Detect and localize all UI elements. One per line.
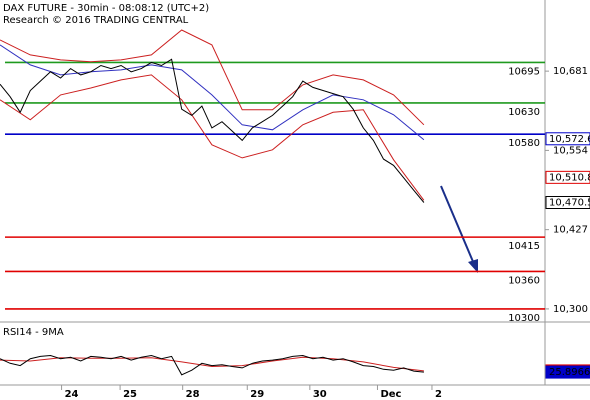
series-line bbox=[0, 356, 424, 372]
y-tick-label: 10,554 bbox=[553, 145, 588, 156]
level-label: 10415 bbox=[508, 241, 540, 252]
price-marker-label: 25.8966 bbox=[549, 367, 590, 378]
series-line bbox=[0, 29, 425, 126]
price-marker-label: 10,470.5 bbox=[549, 197, 590, 208]
y-tick-label: 10,427 bbox=[553, 225, 588, 236]
y-tick-label: 10,681 bbox=[553, 66, 588, 77]
series-line bbox=[0, 354, 424, 376]
rsi-title: RSI14 - 9MA bbox=[3, 327, 64, 338]
price-marker bbox=[545, 365, 590, 379]
chart-subtitle: Research © 2016 TRADING CENTRAL bbox=[3, 15, 189, 26]
x-tick-label: 2 bbox=[435, 389, 442, 400]
price-marker-label: 10,510.8 bbox=[549, 172, 590, 183]
price-marker bbox=[545, 195, 590, 209]
x-tick-label: 25 bbox=[123, 389, 137, 400]
x-tick-label: 28 bbox=[186, 389, 200, 400]
level-label: 10300 bbox=[508, 313, 540, 324]
x-tick-label: 29 bbox=[250, 389, 264, 400]
series-line bbox=[0, 74, 425, 201]
x-tick-label: 30 bbox=[313, 389, 327, 400]
level-label: 10695 bbox=[508, 66, 540, 77]
x-tick-label: 24 bbox=[65, 389, 79, 400]
y-tick-label: 10,300 bbox=[553, 304, 588, 315]
level-label: 10630 bbox=[508, 107, 540, 118]
chart-title: DAX FUTURE - 30min - 08:08:12 (UTC+2) bbox=[3, 3, 209, 14]
x-tick-label: Dec bbox=[380, 389, 401, 400]
price-marker-label: 10,572.6 bbox=[549, 134, 590, 145]
level-label: 10580 bbox=[508, 138, 540, 149]
series-line bbox=[0, 44, 425, 141]
forecast-arrow bbox=[440, 185, 475, 265]
price-marker bbox=[545, 170, 590, 184]
forecast-arrowhead bbox=[468, 259, 478, 273]
series-line bbox=[0, 58, 425, 203]
level-label: 10360 bbox=[508, 275, 540, 286]
price-marker bbox=[545, 132, 590, 146]
